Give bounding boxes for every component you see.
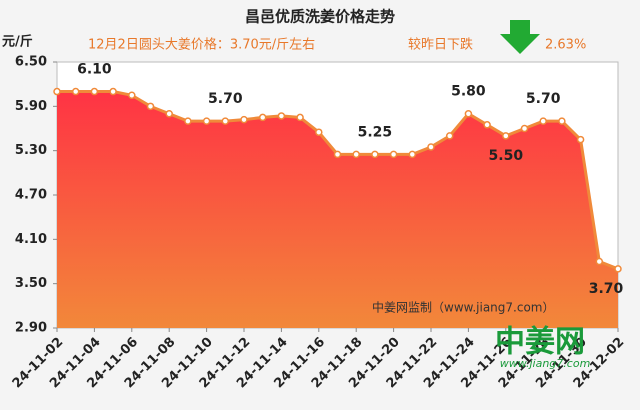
data-label: 5.80 xyxy=(451,84,486,100)
point xyxy=(90,87,99,96)
y-tick-label: 2.90 xyxy=(15,321,47,336)
point xyxy=(109,87,117,96)
y-tick-label: 3.50 xyxy=(15,276,47,291)
point xyxy=(128,91,136,99)
point xyxy=(445,132,454,140)
data-label: 5.50 xyxy=(489,148,524,164)
point xyxy=(202,117,211,125)
data-label: 6.10 xyxy=(77,62,112,78)
y-tick-label: 4.70 xyxy=(15,188,47,203)
data-label: 5.70 xyxy=(208,91,243,107)
point xyxy=(427,143,435,151)
subtitle: 12月2日圆头大姜价格：3.70元/斤左右 xyxy=(88,37,315,53)
point xyxy=(71,87,80,96)
watermark: 中姜网监制（www.jiang7.com） xyxy=(372,300,554,315)
change-label: 较昨日下跌 xyxy=(408,37,473,53)
point xyxy=(296,113,304,122)
point xyxy=(240,115,248,124)
point xyxy=(258,113,267,122)
logo-url: www.jiang7.com xyxy=(500,357,591,370)
point xyxy=(371,150,379,159)
data-label: 5.25 xyxy=(358,124,393,140)
point xyxy=(614,265,622,273)
point xyxy=(464,109,473,118)
unit-label: 元/斤 xyxy=(2,34,33,50)
point xyxy=(389,150,398,159)
point xyxy=(221,117,230,125)
y-tick-label: 4.10 xyxy=(15,232,47,247)
data-label: 3.70 xyxy=(589,281,624,297)
chart-title: 昌邑优质洗姜价格走势 xyxy=(245,8,395,26)
point xyxy=(352,150,360,159)
y-tick-label: 5.90 xyxy=(15,99,47,114)
point xyxy=(483,121,491,129)
y-tick-label: 6.50 xyxy=(15,55,47,70)
logo: 中姜网 xyxy=(495,325,585,360)
point xyxy=(558,117,566,125)
point xyxy=(520,124,529,133)
area xyxy=(57,91,618,328)
point xyxy=(165,109,173,118)
point xyxy=(539,117,547,125)
point xyxy=(146,102,155,111)
down-arrow xyxy=(500,20,540,54)
point xyxy=(408,150,417,159)
point xyxy=(595,257,604,266)
point xyxy=(315,128,323,136)
data-label: 5.70 xyxy=(526,91,561,107)
point xyxy=(277,112,286,120)
y-tick-label: 5.30 xyxy=(15,143,47,158)
point xyxy=(576,135,585,144)
point xyxy=(184,117,192,125)
point xyxy=(502,132,510,140)
point xyxy=(333,150,342,159)
point xyxy=(53,87,61,96)
change-value: 2.63% xyxy=(545,38,586,53)
